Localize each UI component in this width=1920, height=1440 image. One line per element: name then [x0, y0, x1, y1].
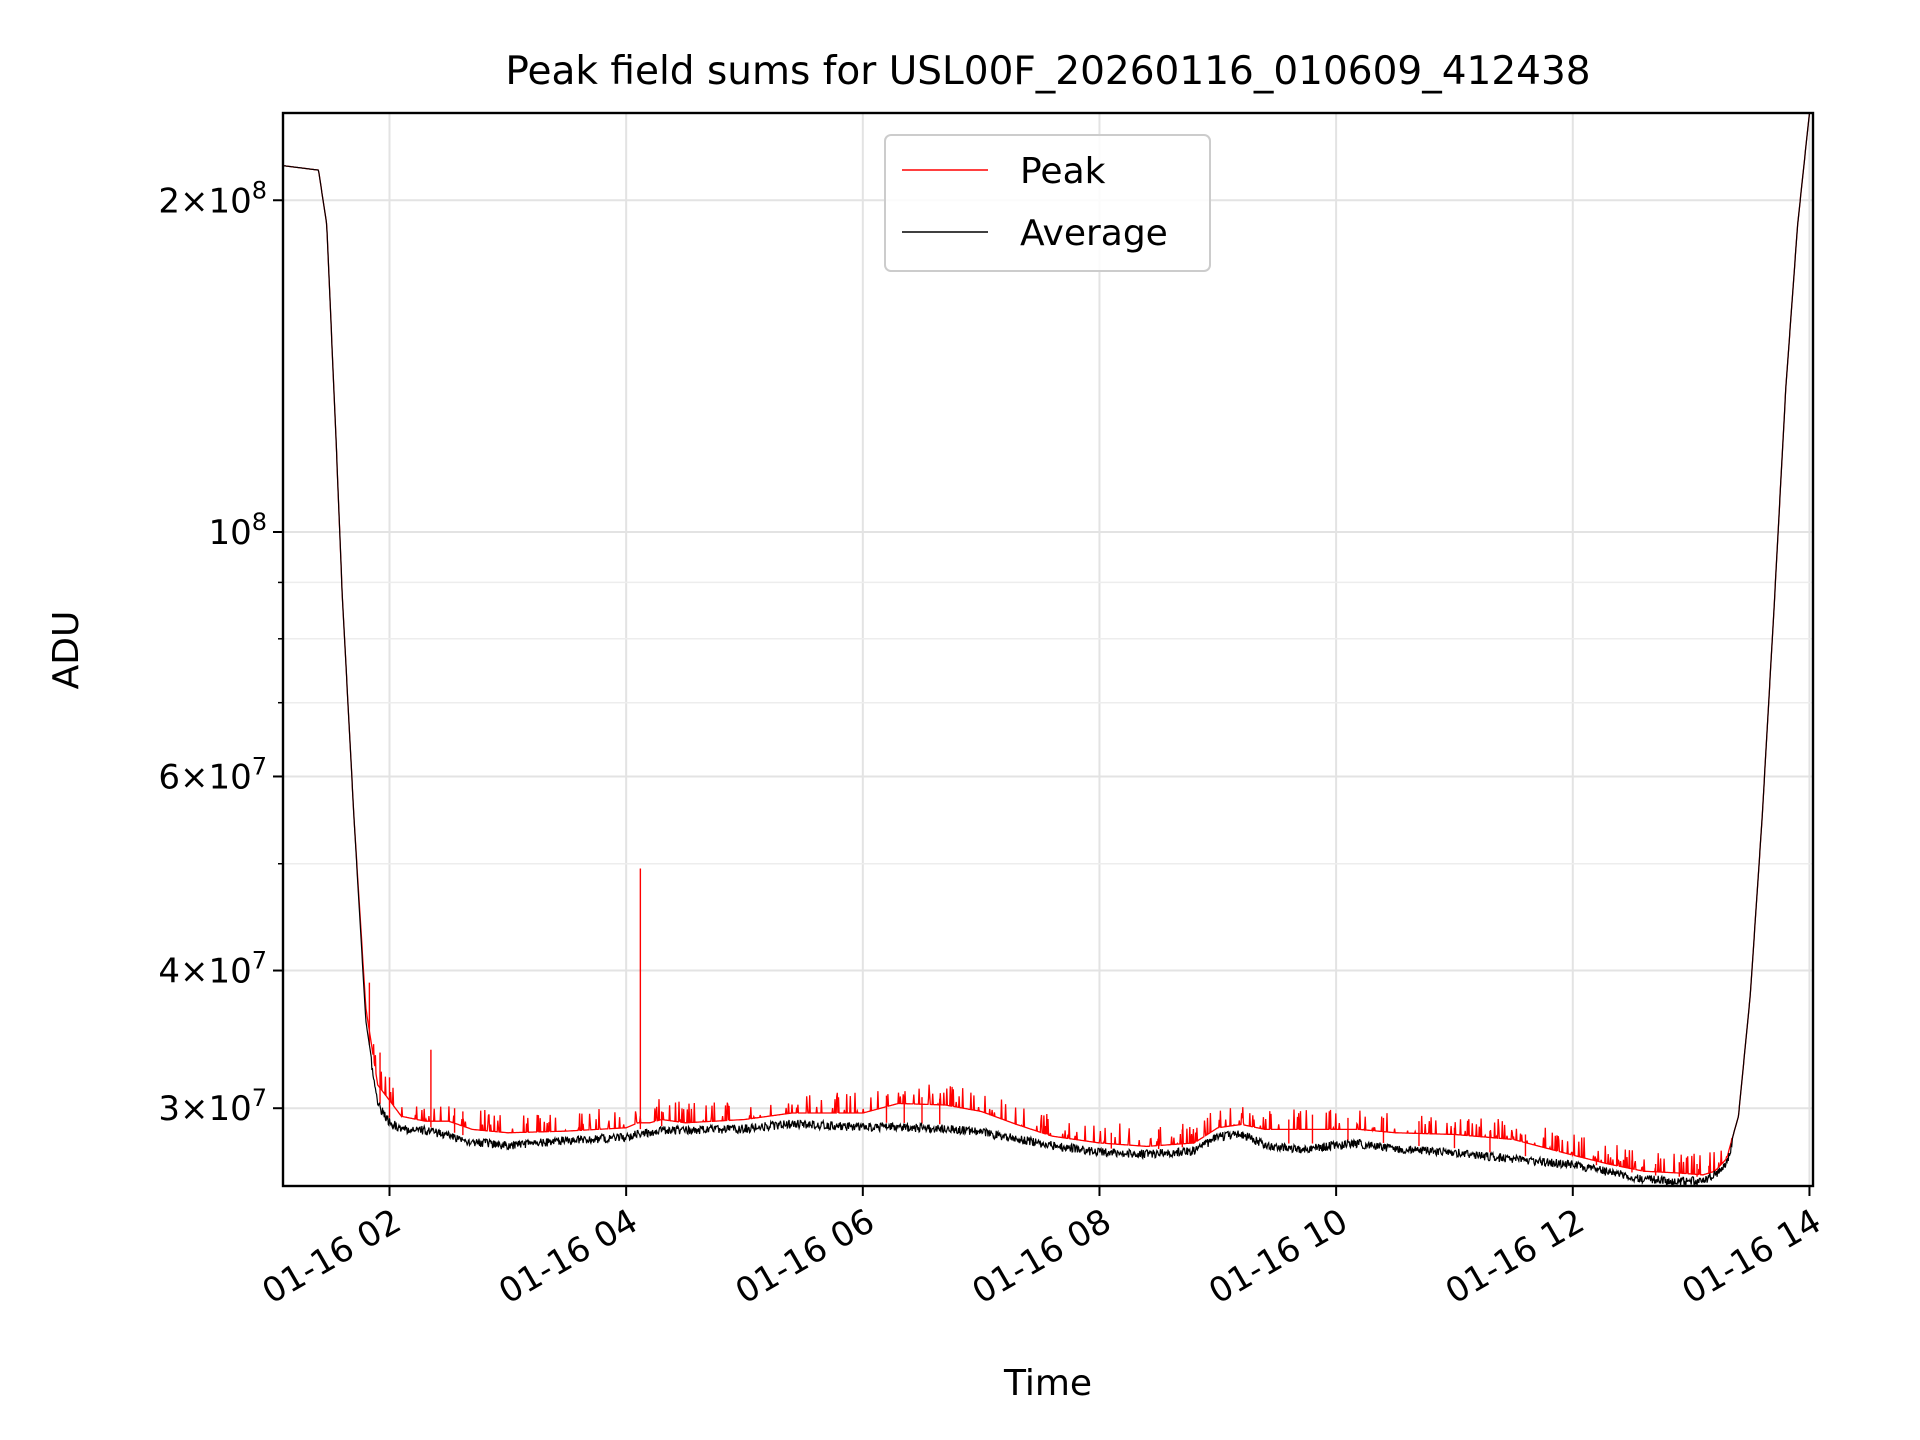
y-tick-label: 108 — [208, 508, 267, 553]
y-tick-label: 2×108 — [158, 176, 267, 221]
grid — [283, 113, 1813, 1186]
y-tick-label: 3×107 — [158, 1084, 267, 1129]
plot-frame — [281, 111, 1815, 1188]
legend-peak-label: Peak — [1020, 151, 1106, 192]
peak-series-line — [283, 113, 1813, 1176]
y-tick-label: 4×107 — [158, 947, 267, 992]
legend-average-label: Average — [1020, 213, 1168, 254]
legend: Peak Average — [884, 134, 1211, 272]
average-series-line — [283, 113, 1813, 1186]
x-axis-label: Time — [1003, 1363, 1092, 1404]
y-tick-label: 6×107 — [158, 752, 267, 797]
plot-area — [283, 113, 1813, 1186]
y-axis-label: ADU — [46, 611, 87, 690]
chart-title: Peak field sums for USL00F_20260116_0106… — [505, 49, 1590, 94]
legend-box — [884, 134, 1211, 272]
y-axis: 3×107 4×107 6×107 108 2×108 — [158, 176, 283, 1129]
